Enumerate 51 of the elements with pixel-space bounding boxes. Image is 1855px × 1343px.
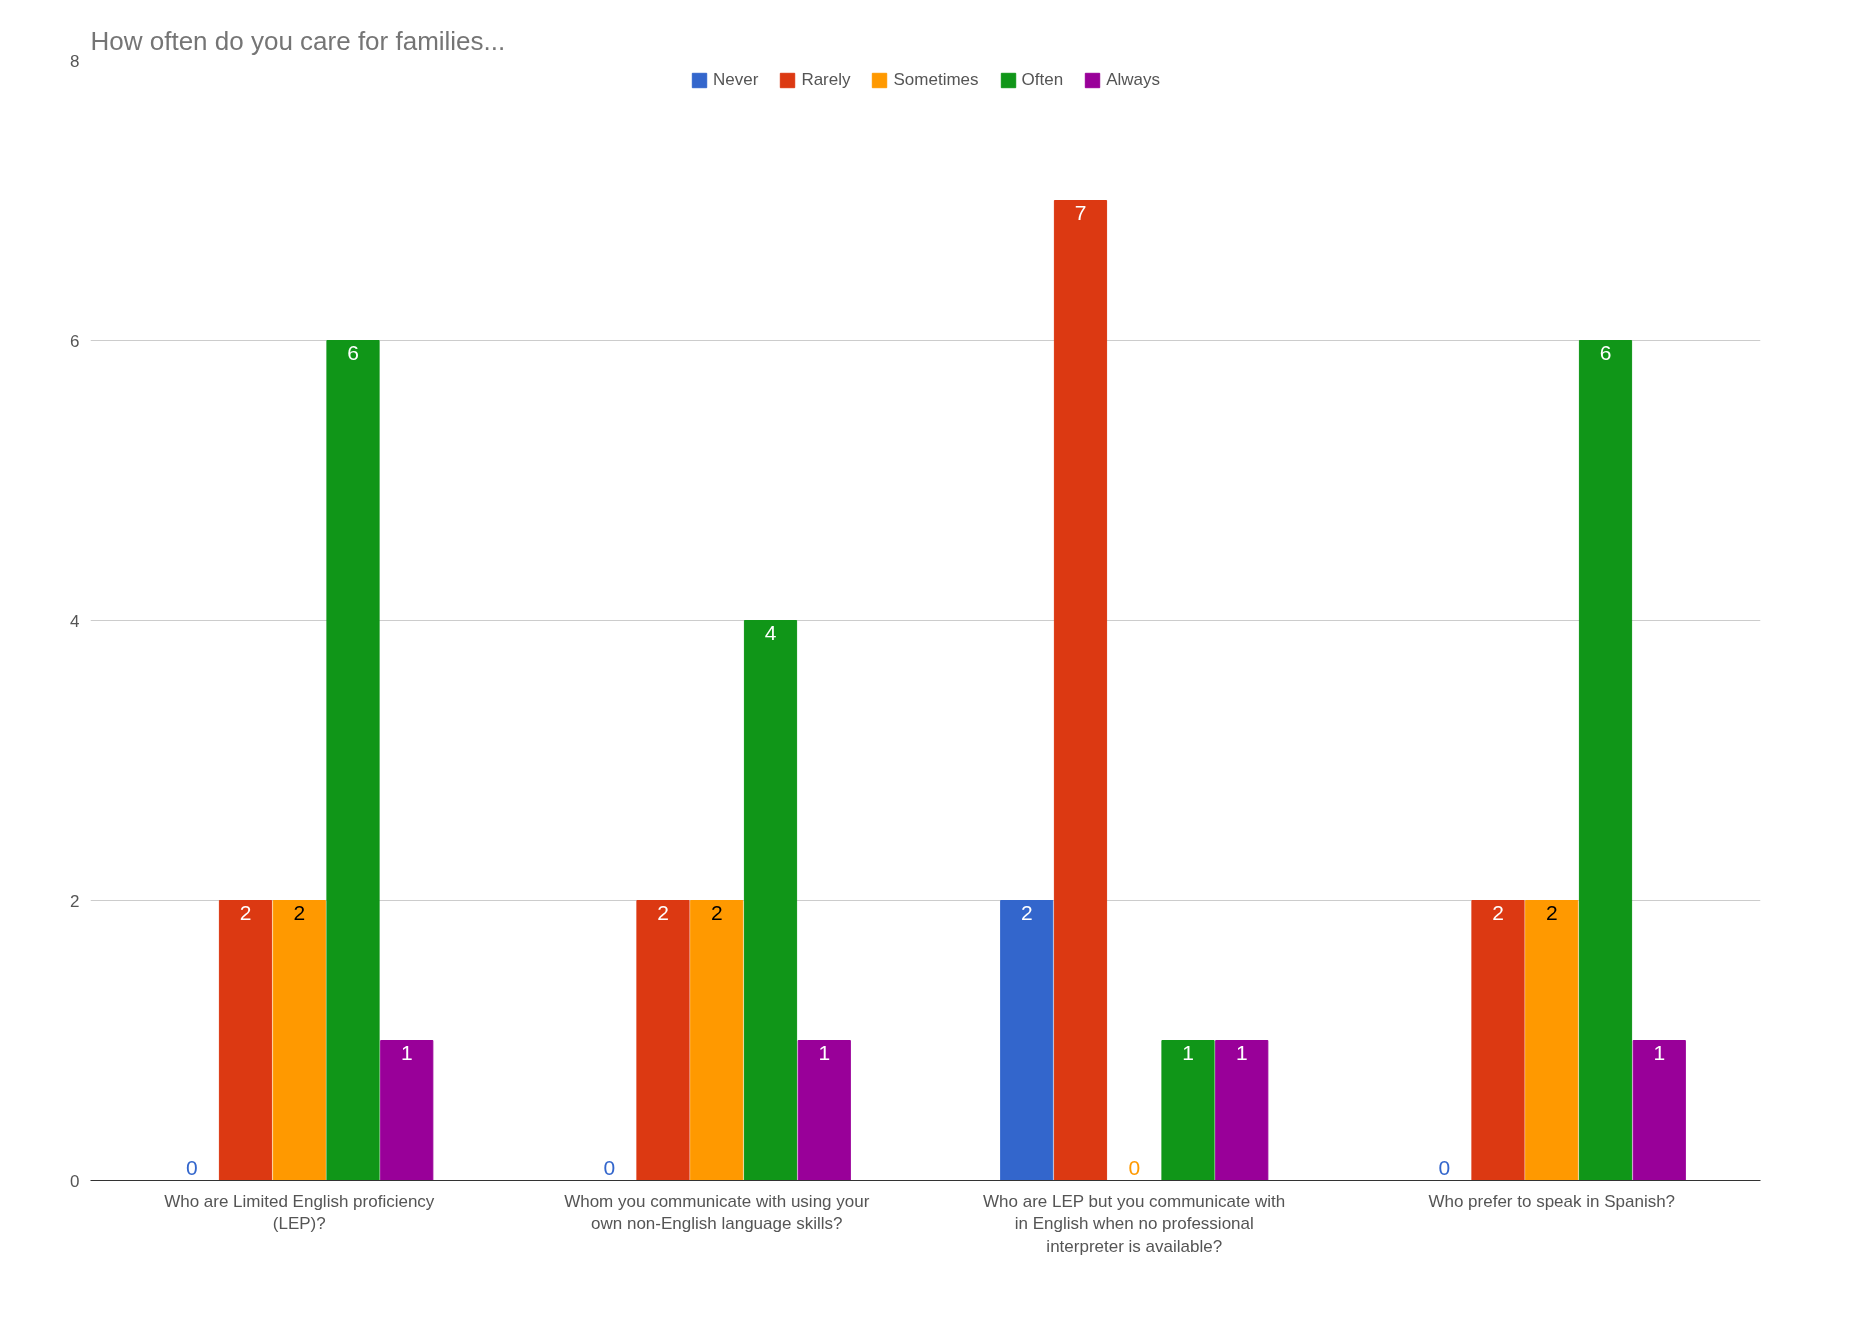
y-tick-label: 4: [70, 611, 80, 631]
data-label: 2: [293, 901, 306, 925]
data-label: 1: [1235, 1041, 1248, 1065]
bar: [743, 620, 798, 1181]
bar: [326, 340, 380, 1181]
data-label: 1: [400, 1041, 413, 1065]
legend-label: Rarely: [801, 70, 851, 90]
bar: [1578, 340, 1633, 1181]
data-label: 2: [1492, 901, 1504, 925]
legend-label: Sometimes: [893, 70, 979, 90]
chart-title: How often do you care for families...: [90, 25, 506, 56]
data-label: 2: [710, 901, 723, 925]
bar: [380, 1040, 434, 1181]
bar: [1000, 900, 1054, 1181]
data-label: 0: [1438, 1155, 1451, 1179]
x-tick-label: Who are Limited English proficiency (LEP)?: [164, 1191, 435, 1234]
data-label: 2: [1545, 901, 1558, 925]
bar: [1215, 1040, 1269, 1181]
bar: [797, 1040, 851, 1181]
bar: [636, 900, 690, 1181]
data-label: 6: [347, 341, 359, 365]
bar: [1161, 1040, 1215, 1181]
data-label: 0: [603, 1155, 616, 1179]
bar: [1053, 200, 1108, 1181]
bar: [272, 900, 326, 1181]
data-label: 0: [185, 1155, 198, 1179]
legend-label: Often: [1021, 70, 1064, 90]
bar: [218, 900, 273, 1181]
data-label: 0: [1128, 1155, 1141, 1179]
x-tick-label: Who are LEP but you communicate with in English when no professional interpreter is available?: [983, 1191, 1286, 1257]
data-label: 2: [657, 901, 669, 925]
bar: [1471, 900, 1525, 1181]
y-tick-label: 6: [70, 331, 80, 351]
data-label: 1: [1653, 1041, 1666, 1065]
y-tick-label: 2: [70, 891, 80, 911]
data-label: 1: [1182, 1041, 1194, 1065]
legend-label: Never: [713, 70, 759, 90]
legend-label: Always: [1106, 70, 1160, 90]
data-label: 2: [239, 901, 252, 925]
data-label: 6: [1599, 341, 1612, 365]
x-tick-label: Whom you communicate with using your own non-English language skills?: [564, 1191, 870, 1234]
data-label: 4: [764, 621, 777, 645]
x-tick-label: Who prefer to speak in Spanish?: [1428, 1191, 1676, 1211]
data-label: 7: [1074, 201, 1087, 225]
bar: [690, 900, 744, 1181]
y-tick-label: 8: [70, 51, 80, 71]
bar: [1632, 1040, 1686, 1181]
y-tick-label: 0: [70, 1171, 80, 1191]
data-label: 1: [818, 1041, 831, 1065]
data-label: 2: [1020, 901, 1033, 925]
bar: [1525, 900, 1579, 1181]
